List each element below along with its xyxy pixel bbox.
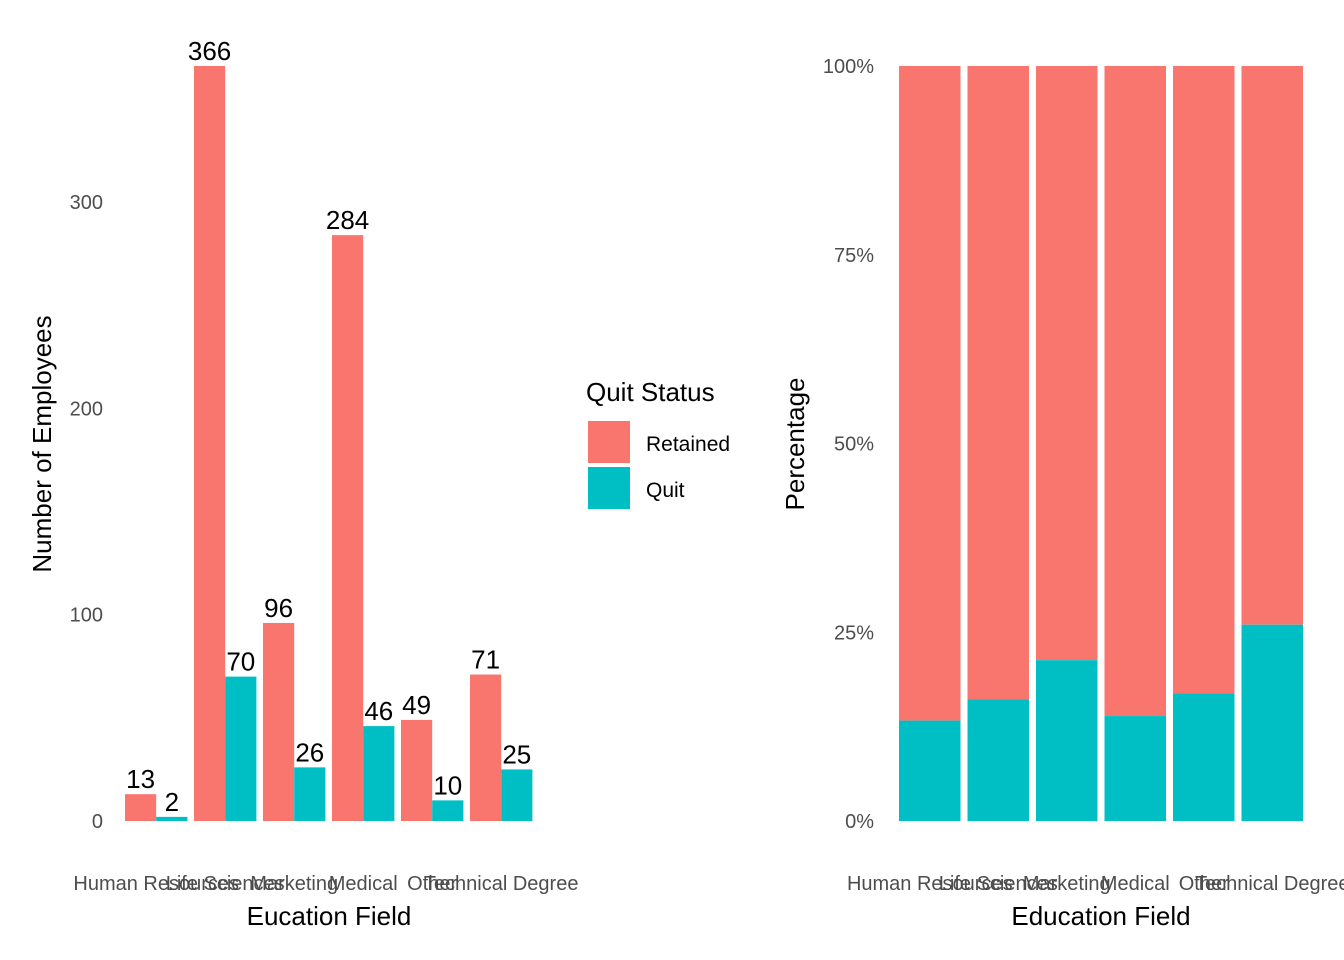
left-data-label-human-resources-quit: 2 (165, 787, 179, 817)
right-y-tick-50: 50% (834, 434, 874, 456)
left-y-tick-100: 100 (70, 605, 103, 627)
left-data-labels: 13 2 366 70 96 26 284 46 49 10 71 25 (126, 36, 531, 817)
left-x-tick-human-resources: Human Resources (73, 873, 239, 895)
left-y-tick-0: 0 (92, 811, 103, 833)
left-bar-marketing-retained (263, 622, 295, 821)
right-x-tick-medical: Medical (1101, 873, 1170, 895)
right-y-tick-75: 75% (834, 245, 874, 267)
right-bar-life-sciences-retained (967, 66, 1029, 700)
left-data-label-marketing-retained: 96 (264, 593, 293, 623)
left-x-tick-life-sciences: Life Sciences (166, 873, 285, 895)
right-x-tick-life-sciences: Life Sciences (939, 873, 1058, 895)
right-bars (899, 66, 1303, 821)
legend-label-retained: Retained (646, 433, 730, 456)
left-y-axis-ticks: 0 100 200 300 (70, 192, 103, 833)
left-data-label-medical-quit: 46 (364, 696, 393, 726)
left-data-label-other-quit: 10 (433, 770, 462, 800)
left-data-label-other-retained: 49 (402, 690, 431, 720)
left-x-tick-marketing: Marketing (250, 873, 338, 895)
right-bar-technical-degree-retained (1241, 66, 1303, 625)
left-bar-marketing-quit (294, 767, 326, 821)
left-y-axis-title: Number of Employees (27, 315, 57, 572)
right-bar-other-retained (1173, 66, 1235, 694)
legend: Quit Status Retained Quit (586, 377, 730, 509)
right-x-tick-human-resources: Human Resources (847, 873, 1013, 895)
left-bar-human-resources-retained (125, 794, 157, 821)
left-data-label-medical-retained: 284 (326, 205, 369, 235)
left-bar-other-quit (432, 800, 464, 821)
legend-swatch-retained (588, 421, 630, 463)
left-bar-life-sciences-quit (225, 676, 257, 821)
right-bar-human-resources-quit (899, 720, 961, 821)
left-bar-medical-retained (332, 235, 364, 821)
right-x-tick-other: Other (1179, 873, 1229, 895)
left-data-label-technical-degree-quit: 25 (502, 739, 531, 769)
left-bar-technical-degree-quit (501, 769, 533, 821)
left-x-tick-technical-degree: Technical Degree (424, 873, 579, 895)
left-x-axis-title: Eucation Field (247, 901, 412, 931)
right-x-tick-technical-degree: Technical Degree (1195, 873, 1344, 895)
right-y-axis-ticks: 0% 25% 50% 75% 100% (823, 56, 874, 833)
right-y-tick-25: 25% (834, 622, 874, 644)
left-x-tick-medical: Medical (329, 873, 398, 895)
right-bar-medical-quit (1104, 716, 1166, 821)
right-bar-technical-degree-quit (1241, 624, 1303, 821)
right-bar-marketing-quit (1036, 660, 1098, 821)
left-data-label-technical-degree-retained: 71 (471, 645, 500, 675)
left-bar-life-sciences-retained (194, 66, 226, 821)
left-data-label-life-sciences-retained: 366 (188, 36, 231, 66)
left-bar-medical-quit (363, 726, 395, 821)
right-x-tick-marketing: Marketing (1023, 873, 1111, 895)
right-bar-medical-retained (1104, 66, 1166, 717)
left-data-label-marketing-quit: 26 (295, 737, 324, 767)
left-bar-other-retained (401, 719, 433, 821)
legend-title: Quit Status (586, 377, 715, 407)
right-bar-life-sciences-quit (967, 699, 1029, 821)
left-chart-count: 0 100 200 300 13 2 366 70 96 26 284 46 49 10 71 25 Hum… (27, 36, 578, 931)
right-bar-other-quit (1173, 693, 1235, 821)
right-y-tick-0: 0% (845, 811, 874, 833)
legend-label-quit: Quit (646, 479, 685, 502)
left-bar-human-resources-quit (156, 816, 188, 821)
legend-swatch-quit (588, 467, 630, 509)
left-data-label-life-sciences-quit: 70 (226, 647, 255, 677)
left-y-tick-300: 300 (70, 192, 103, 214)
left-x-tick-other: Other (407, 873, 457, 895)
right-y-axis-title: Percentage (780, 378, 810, 511)
right-bar-marketing-retained (1036, 66, 1098, 661)
right-bar-human-resources-retained (899, 66, 961, 721)
left-bars (125, 66, 533, 821)
left-bar-technical-degree-retained (470, 674, 502, 821)
right-y-tick-100: 100% (823, 56, 874, 78)
right-x-axis-title: Education Field (1011, 901, 1190, 931)
left-y-tick-200: 200 (70, 398, 103, 420)
left-data-label-human-resources-retained: 13 (126, 764, 155, 794)
